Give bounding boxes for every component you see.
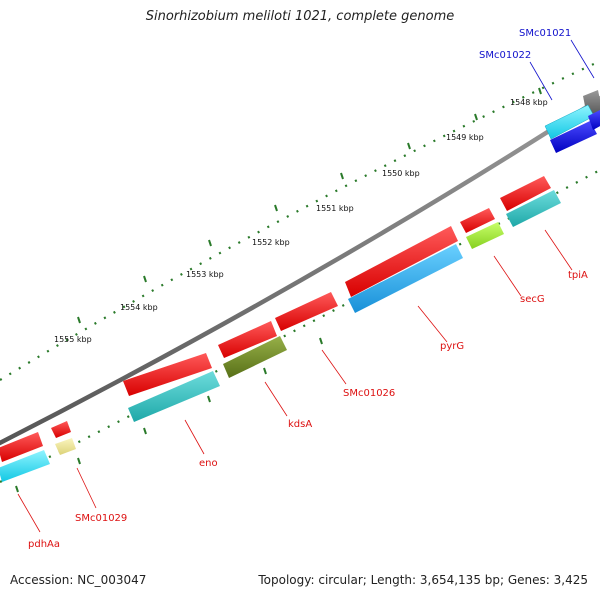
gene-shape: [348, 244, 463, 313]
label-leader-lines-blue: [529, 39, 595, 101]
gene-shape: [55, 438, 76, 455]
tick-label: 1548 kbp: [510, 98, 548, 107]
gene-label: SMc01022: [479, 50, 531, 61]
tick-label: 1555 kbp: [54, 335, 92, 344]
gene-shape: [223, 336, 287, 378]
gene-labels: SMc01021 SMc01022 tpiA secG pyrG SMc0102…: [28, 28, 588, 550]
gene-label: SMc01026: [343, 388, 395, 399]
gene-shape: [550, 121, 597, 153]
gene-shape: [218, 321, 277, 358]
gene-shape: [460, 208, 495, 233]
outer-scale-track: [0, 61, 599, 381]
accession-text: Accession: NC_003047: [10, 573, 147, 587]
gene-label: pyrG: [440, 341, 464, 352]
label-leader-lines: [17, 229, 573, 533]
gene-shape: [0, 432, 43, 462]
gene-shape: [588, 110, 600, 130]
gene-label: tpiA: [568, 270, 588, 281]
tick-label: 1553 kbp: [186, 270, 224, 279]
tick-label: 1550 kbp: [382, 169, 420, 178]
tick-label: 1554 kbp: [120, 303, 158, 312]
gene-shape: [500, 176, 551, 211]
gene-shape: [123, 353, 212, 396]
tick-label: 1552 kbp: [252, 238, 290, 247]
gene-shape: [275, 292, 338, 331]
gene-label: kdsA: [288, 419, 312, 430]
gene-shape: [128, 371, 220, 422]
tick-label: 1549 kbp: [446, 133, 484, 142]
gene-label: secG: [520, 294, 545, 305]
gene-label: pdhAa: [28, 539, 60, 550]
gene-label: SMc01029: [75, 513, 127, 524]
gene-shape: [345, 226, 458, 297]
tick-label: 1551 kbp: [316, 204, 354, 213]
gene-label: eno: [199, 458, 218, 469]
genome-summary-text: Topology: circular; Length: 3,654,135 bp…: [258, 573, 588, 587]
gene-label: SMc01021: [519, 28, 571, 39]
map-title: Sinorhizobium meliloti 1021, complete ge…: [145, 9, 455, 24]
scale-major-ticks: [77, 87, 542, 324]
gene-shape: [0, 450, 50, 482]
inner-major-ticks: [15, 337, 323, 493]
gene-shape: [506, 190, 561, 227]
gene-shape: [466, 222, 504, 249]
scale-labels: 1548 kbp 1549 kbp 1550 kbp 1551 kbp 1552…: [54, 98, 548, 344]
genome-backbone: [0, 95, 600, 446]
gene-shape: [51, 421, 71, 438]
